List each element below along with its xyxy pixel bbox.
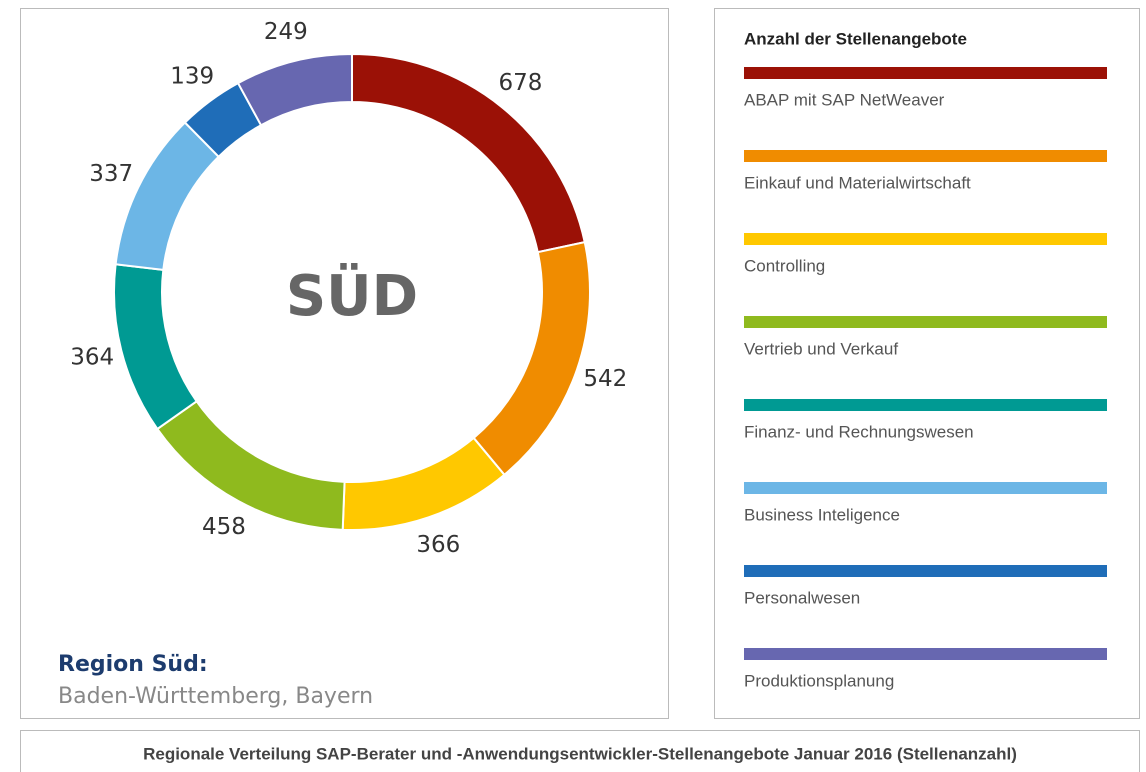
legend-panel [714, 8, 1140, 719]
donut-segment [114, 121, 221, 271]
donut-segment [351, 52, 586, 254]
legend-label: Produktionsplanung [744, 671, 894, 690]
legend-label: Business Inteligence [744, 505, 900, 524]
donut-segment [155, 399, 346, 531]
donut-segment [236, 52, 353, 127]
value-label: 139 [170, 63, 214, 89]
value-label: 366 [416, 532, 460, 558]
donut-segment [472, 240, 591, 477]
caption: Regionale Verteilung SAP-Berater und -An… [143, 744, 1017, 763]
legend-label: Controlling [744, 256, 825, 275]
value-label: 458 [202, 514, 246, 540]
legend-label: Personalwesen [744, 588, 860, 607]
left-panel [20, 8, 669, 719]
legend-swatch [744, 648, 1107, 660]
legend-label: Finanz- und Rechnungswesen [744, 422, 974, 441]
legend-swatch [744, 150, 1107, 162]
legend-label: Einkauf und Materialwirtschaft [744, 173, 971, 192]
legend-swatch [744, 399, 1107, 411]
region-title: Region Süd: [58, 652, 208, 677]
region-subtitle: Baden-Württemberg, Bayern [58, 684, 373, 709]
legend-swatch [744, 482, 1107, 494]
donut-segment [341, 436, 506, 531]
legend-swatch [744, 316, 1107, 328]
value-label: 542 [583, 366, 627, 392]
caption-panel [20, 730, 1140, 772]
legend-label: Vertrieb und Verkauf [744, 339, 898, 358]
value-label: 337 [89, 161, 133, 187]
legend-title: Anzahl der Stellenangebote [744, 29, 967, 48]
value-label: 249 [264, 19, 308, 45]
legend-swatch [744, 565, 1107, 577]
center-label: SÜD [286, 264, 418, 329]
legend-label: ABAP mit SAP NetWeaver [744, 90, 945, 109]
legend-swatch [744, 233, 1107, 245]
value-label: 678 [499, 70, 543, 96]
legend-swatch [744, 67, 1107, 79]
donut-segment [113, 263, 199, 431]
value-label: 364 [70, 344, 114, 370]
